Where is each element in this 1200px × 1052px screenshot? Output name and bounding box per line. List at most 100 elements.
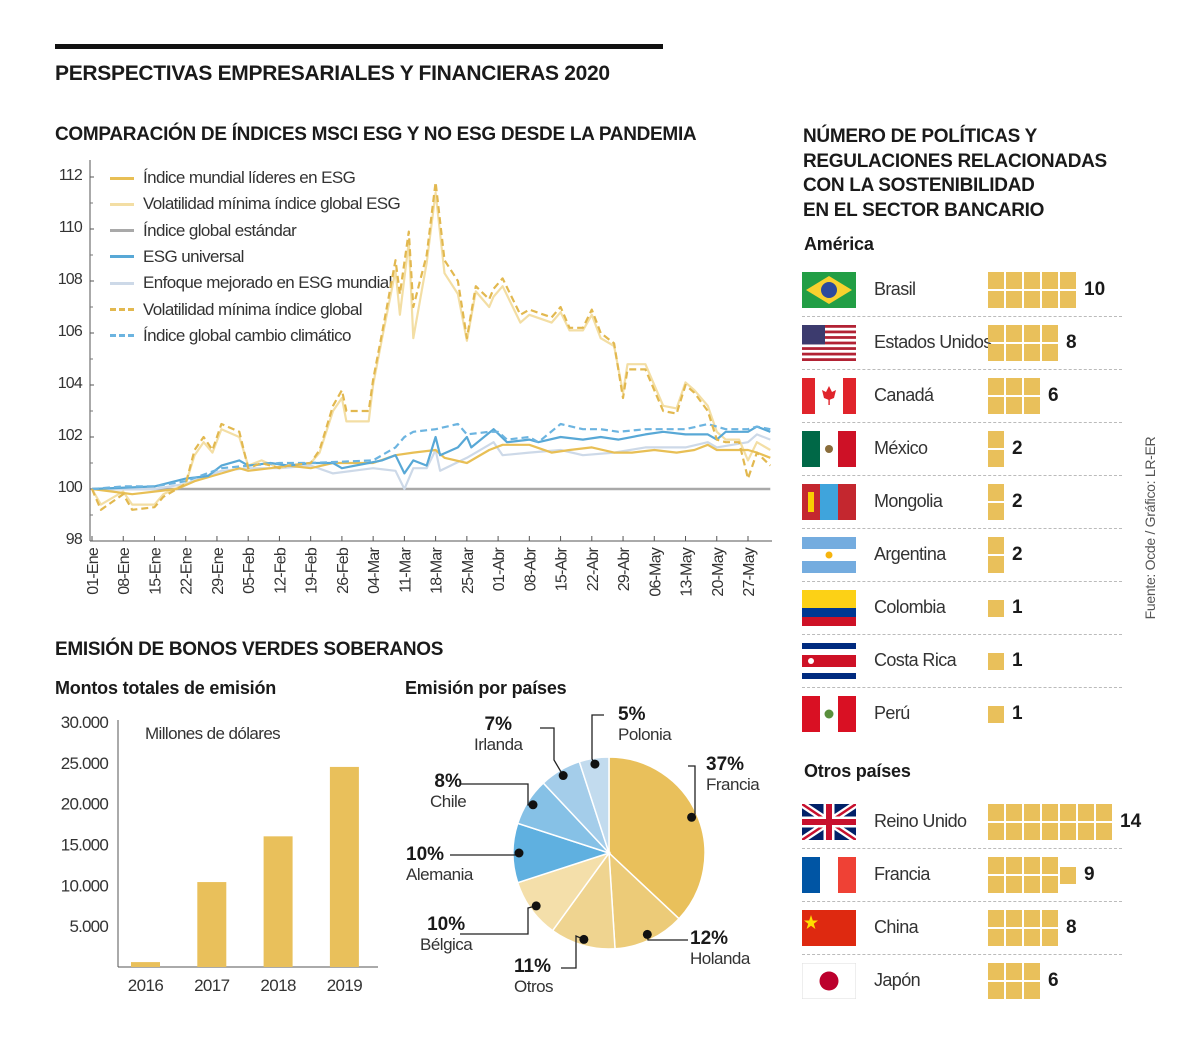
policy-square (1078, 823, 1094, 840)
x-tick-label: 04-Mar (366, 547, 383, 594)
policy-square (1024, 823, 1040, 840)
policy-square (1096, 804, 1112, 821)
pie-label-percent: 7% (484, 714, 512, 735)
bar-x-tick-label: 2018 (260, 976, 296, 995)
legend-swatch (110, 202, 134, 206)
policy-square (1006, 929, 1022, 946)
policy-square (1006, 857, 1022, 874)
policy-square (988, 503, 1004, 520)
bar-2018 (263, 836, 293, 967)
row-divider (802, 581, 1122, 582)
x-tick-label: 20-May (710, 547, 727, 596)
y-tick-label: 108 (57, 271, 83, 288)
square-column (1006, 804, 1022, 840)
policy-count: 8 (1066, 917, 1077, 938)
policy-row: Estados Unidos 8 (802, 317, 1122, 370)
pie-label-percent: 10% (427, 914, 466, 935)
policy-count: 9 (1084, 864, 1095, 885)
bonds-section-title: EMISIÓN DE BONOS VERDES SOBERANOS (55, 639, 444, 660)
x-tick-label: 26-Feb (335, 547, 352, 594)
square-column (1006, 963, 1022, 999)
pie-leader-line (540, 727, 564, 776)
x-tick-label: 15-Ene (147, 547, 164, 595)
policy-square (988, 272, 1004, 289)
policy-count-squares: 8 (988, 910, 1077, 946)
policy-square (1024, 378, 1040, 395)
country-name: Reino Unido (874, 811, 967, 831)
policy-row: Perú 1 (802, 688, 1122, 741)
policies-title-line: EN EL SECTOR BANCARIO (803, 199, 1045, 221)
pie-chart (450, 714, 706, 969)
policies-title-line: CON LA SOSTENIBILIDAD (803, 175, 1035, 196)
policy-square (988, 556, 1004, 573)
x-tick-label: 29-Abr (616, 547, 633, 592)
policy-square (1060, 866, 1076, 884)
policy-square (988, 963, 1004, 980)
square-column (988, 963, 1004, 999)
square-column (988, 378, 1004, 414)
x-tick-label: 08-Abr (522, 547, 539, 592)
pie-leader-dot (590, 759, 600, 769)
policy-square (1006, 910, 1022, 927)
pie-label-name: Holanda (690, 948, 750, 968)
policy-square (988, 804, 1004, 821)
japan-flag (802, 963, 856, 999)
pie-leader-dot (531, 901, 541, 911)
legend-label: Índice global estándar (143, 220, 297, 240)
square-column (1024, 910, 1040, 946)
policy-square (988, 344, 1004, 361)
row-divider (802, 422, 1122, 423)
policy-count-squares: 14 (988, 804, 1141, 840)
policy-square (1006, 963, 1022, 980)
policy-count: 1 (1012, 703, 1023, 724)
pie-label-chile: 8% Chile (430, 771, 467, 812)
y-tick-label: 98 (65, 531, 83, 548)
policy-count: 8 (1066, 332, 1077, 353)
policy-square (1024, 982, 1040, 999)
bar-x-tick-label: 2016 (128, 976, 164, 995)
policy-square (1024, 804, 1040, 821)
bar-y-tick-label: 5.000 (69, 917, 108, 936)
country-name: Francia (874, 864, 930, 884)
policy-square (1024, 929, 1040, 946)
square-column (988, 537, 1004, 573)
square-column (988, 272, 1004, 308)
policy-square (988, 910, 1004, 927)
policy-square (988, 705, 1004, 723)
policy-count-squares: 1 (988, 590, 1023, 626)
country-name: Japón (874, 970, 921, 990)
x-tick-label: 08-Ene (116, 547, 133, 595)
legend-swatch (110, 281, 134, 285)
y-tick-label: 112 (58, 167, 83, 184)
policy-square (1096, 823, 1112, 840)
policies-title-line: REGULACIONES RELACIONADAS (803, 150, 1107, 172)
pie-leader-dot (687, 812, 697, 822)
bar-y-tick-label: 15.000 (61, 836, 109, 855)
line-chart: 01-Ene 08-Ene 15-Ene 22-Ene 29-Ene 05-Feb 12-F… (85, 160, 772, 597)
france-flag (802, 857, 856, 893)
uk-flag (802, 804, 856, 840)
policy-square (988, 982, 1004, 999)
policy-square (1042, 857, 1058, 874)
country-name: Estados Unidos (874, 332, 992, 352)
pie-leader-dot (514, 848, 524, 858)
pie-label-irlanda: 7% Irlanda (474, 714, 523, 755)
pie-label-name: Bélgica (420, 934, 473, 954)
square-column (988, 857, 1004, 893)
policy-row: Reino Unido 14 (802, 796, 1141, 849)
square-column (988, 325, 1004, 361)
policy-row: Mongolia 2 (802, 476, 1122, 529)
pie-label-percent: 12% (690, 928, 729, 949)
square-column (988, 910, 1004, 946)
square-column (1096, 804, 1112, 840)
pie-label-name: Chile (430, 791, 467, 811)
legend-label: ESG universal (143, 246, 244, 266)
policy-square (988, 450, 1004, 467)
policy-square (1024, 397, 1040, 414)
country-name: China (874, 917, 919, 937)
policy-square (1042, 876, 1058, 893)
policy-square (988, 291, 1004, 308)
china-flag (802, 910, 856, 946)
legend-label: Enfoque mejorado en ESG mundial (143, 273, 392, 293)
x-tick-label: 06-May (647, 547, 664, 596)
